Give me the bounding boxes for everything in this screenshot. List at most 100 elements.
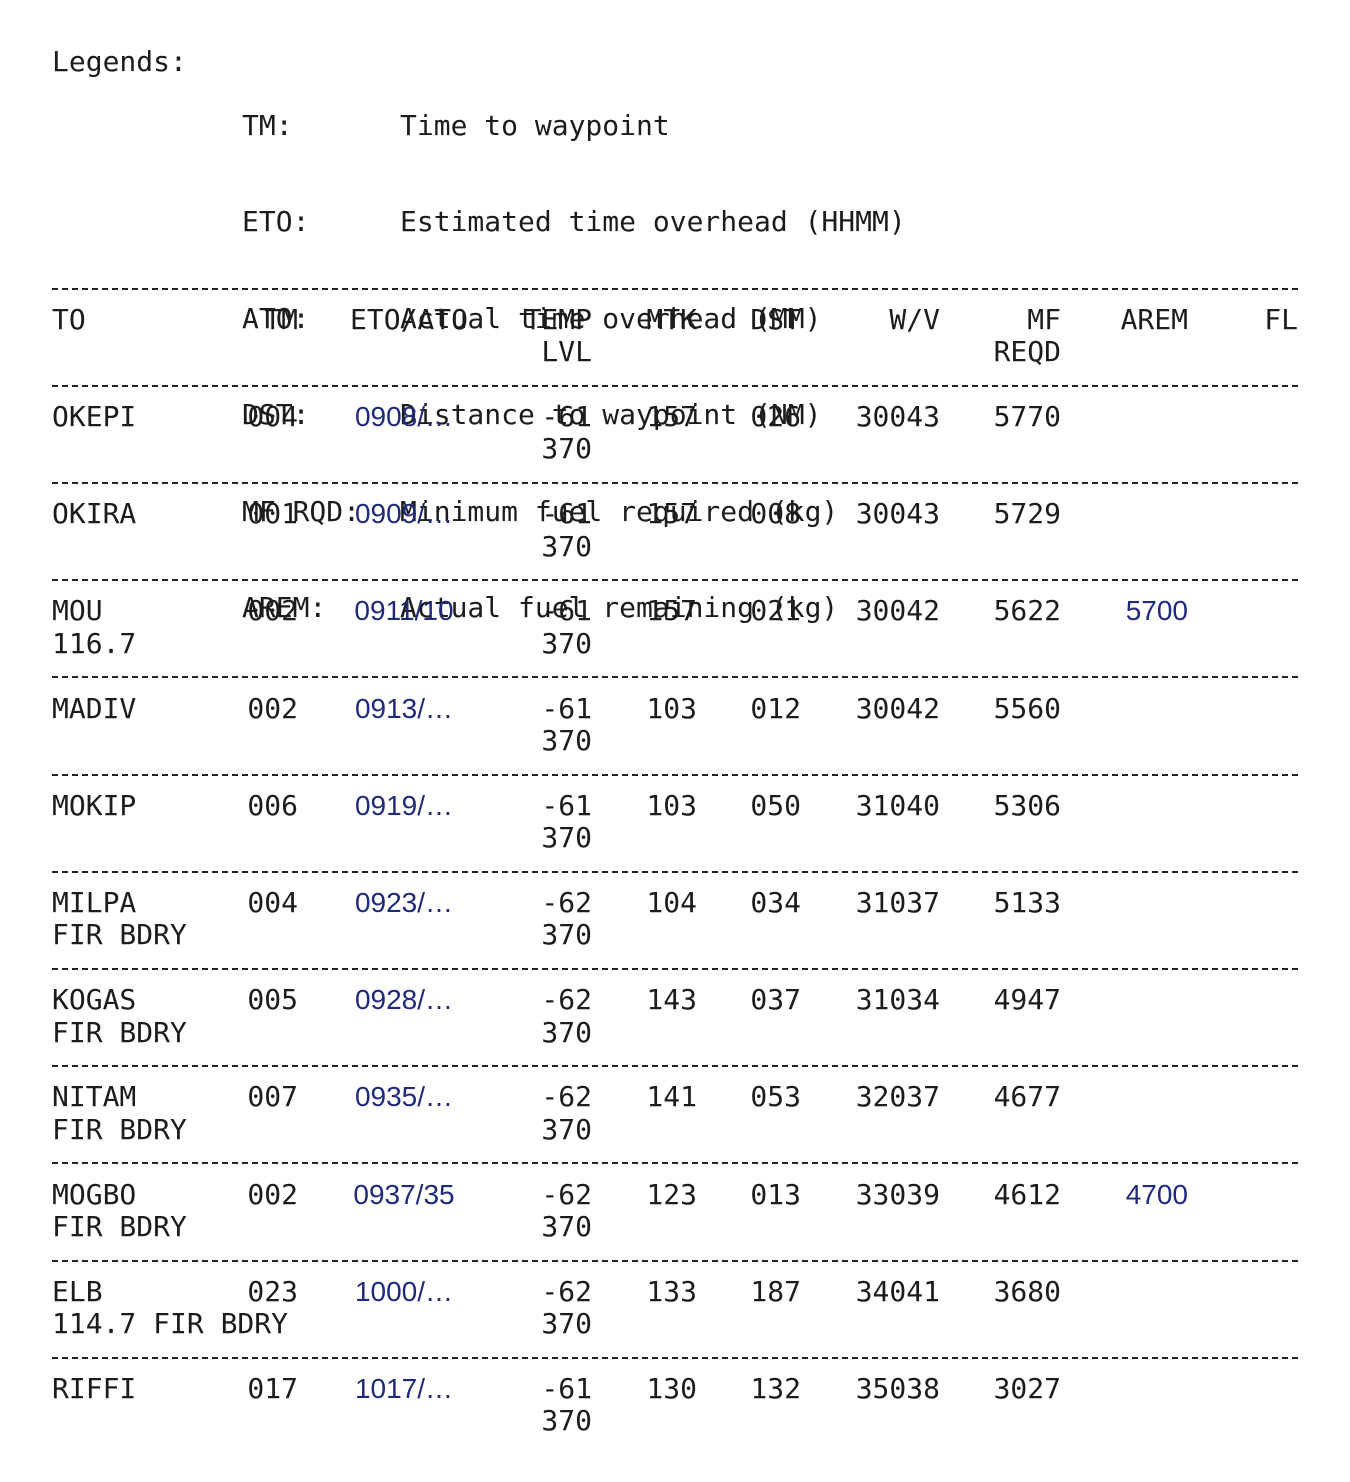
cell-to: MILPA — [52, 886, 137, 919]
cell-eto-ato: 0913/… — [354, 692, 454, 724]
cell-to: NITAM — [52, 1080, 137, 1114]
legend-key: ETO: — [242, 205, 310, 239]
cell-dst: 037 — [750, 983, 801, 1017]
legend-definition: Time to waypoint — [400, 109, 670, 142]
cell-mtk: 130 — [646, 1372, 697, 1405]
header-mtk: MTK — [646, 303, 697, 336]
header-wv: W/V — [889, 303, 940, 336]
cell-dst: 013 — [750, 1177, 801, 1211]
cell-mtk: 104 — [646, 886, 697, 919]
cell-mf-reqd: 5729 — [993, 497, 1061, 531]
header-eto-ato: ETO/ATO — [350, 303, 469, 336]
cell-eto-ato: 0919/… — [354, 789, 454, 821]
cell-temp: -61 — [541, 400, 592, 433]
divider — [52, 870, 1298, 873]
cell-to: MADIV — [52, 691, 137, 725]
cell-eto-ato: 0928/… — [354, 984, 454, 1016]
cell-to: MOKIP — [52, 788, 137, 822]
divider — [52, 579, 1298, 582]
cell-wv: 30042 — [855, 594, 940, 628]
cell-tm: 007 — [247, 1080, 298, 1114]
cell-dst: 034 — [750, 886, 801, 919]
cell-tm: 004 — [247, 886, 298, 919]
cell-tm: 002 — [247, 691, 298, 725]
cell-temp: -62 — [541, 1080, 592, 1114]
cell-dst: 187 — [750, 1274, 801, 1308]
cell-to-detail: 114.7 FIR BDRY — [52, 1307, 289, 1341]
cell-to-detail: FIR BDRY — [52, 1112, 187, 1146]
cell-eto-ato: 1000/… — [354, 1275, 454, 1307]
divider — [52, 773, 1298, 776]
cell-mtk: 103 — [646, 691, 697, 725]
cell-eto-ato: 0908/… — [354, 401, 454, 432]
cell-dst: 053 — [750, 1080, 801, 1114]
cell-temp: -61 — [541, 594, 592, 628]
legend-key: TM: — [242, 109, 293, 142]
cell-temp: -62 — [541, 1177, 592, 1211]
cell-lvl: 370 — [541, 1307, 592, 1341]
cell-mf-reqd: 3680 — [993, 1274, 1061, 1308]
cell-lvl: 370 — [541, 1210, 592, 1243]
cell-mf-reqd: 5770 — [993, 400, 1061, 433]
header-to: TO — [52, 303, 86, 336]
cell-lvl: 370 — [541, 1112, 592, 1146]
header-dst: DST — [750, 303, 801, 336]
cell-temp: -62 — [541, 1274, 592, 1308]
cell-to: OKEPI — [52, 400, 137, 433]
cell-to: RIFFI — [52, 1372, 137, 1405]
cell-mf-reqd: 3027 — [993, 1372, 1061, 1405]
cell-tm: 001 — [247, 497, 298, 531]
divider — [52, 1162, 1298, 1165]
cell-mf-reqd: 5560 — [993, 691, 1061, 725]
legend-title: Legends: — [52, 45, 187, 78]
cell-mtk: 123 — [646, 1177, 697, 1211]
cell-to: OKIRA — [52, 497, 137, 531]
cell-to: KOGAS — [52, 983, 137, 1017]
cell-dst: 026 — [750, 400, 801, 433]
cell-to-detail: FIR BDRY — [52, 918, 187, 952]
cell-wv: 30042 — [855, 691, 940, 725]
cell-eto-ato: 0923/… — [354, 887, 454, 918]
cell-tm: 004 — [247, 400, 298, 433]
cell-eto-ato: 0911/10 — [354, 595, 454, 627]
cell-wv: 35038 — [855, 1372, 940, 1405]
header-tm: TM — [264, 303, 298, 336]
cell-eto-ato: 0935/… — [354, 1081, 454, 1113]
cell-mtk: 157 — [646, 497, 697, 531]
divider — [52, 1259, 1298, 1262]
cell-wv: 31037 — [855, 886, 940, 919]
cell-to: ELB — [52, 1274, 103, 1308]
cell-to-detail: FIR BDRY — [52, 1015, 187, 1049]
cell-wv: 31040 — [855, 788, 940, 822]
cell-eto-ato: 0909/… — [354, 498, 454, 530]
cell-wv: 30043 — [855, 400, 940, 433]
header-temp: TEMP — [524, 303, 592, 336]
cell-tm: 006 — [247, 788, 298, 822]
cell-mf-reqd: 5622 — [993, 594, 1061, 628]
legend-keys: TM: ETO: ATO: DST: MF RQD: AREM: — [242, 46, 360, 688]
cell-temp: -62 — [541, 983, 592, 1017]
divider — [52, 288, 1298, 290]
cell-eto-ato: 0937/35 — [353, 1178, 455, 1210]
cell-dst: 012 — [750, 691, 801, 725]
cell-wv: 32037 — [855, 1080, 940, 1114]
cell-lvl: 370 — [541, 918, 592, 952]
cell-arem: 4700 — [1125, 1178, 1188, 1210]
cell-mtk: 157 — [646, 400, 697, 433]
header-mf: MF — [1027, 303, 1061, 336]
cell-to: MOGBO — [52, 1177, 137, 1211]
cell-temp: -62 — [541, 886, 592, 919]
cell-mf-reqd: 5306 — [993, 788, 1061, 822]
cell-mtk: 143 — [646, 983, 697, 1017]
cell-temp: -61 — [541, 497, 592, 531]
divider — [52, 968, 1298, 970]
cell-to: MOU — [52, 594, 103, 628]
cell-lvl: 370 — [541, 821, 592, 855]
cell-wv: 34041 — [855, 1274, 940, 1308]
divider — [52, 676, 1298, 679]
cell-wv: 31034 — [855, 983, 940, 1017]
legend-key: ATO: — [242, 301, 310, 335]
legend-definition: Estimated time overhead (HHMM) — [400, 205, 906, 239]
cell-tm: 002 — [247, 594, 298, 628]
cell-tm: 002 — [247, 1177, 298, 1211]
